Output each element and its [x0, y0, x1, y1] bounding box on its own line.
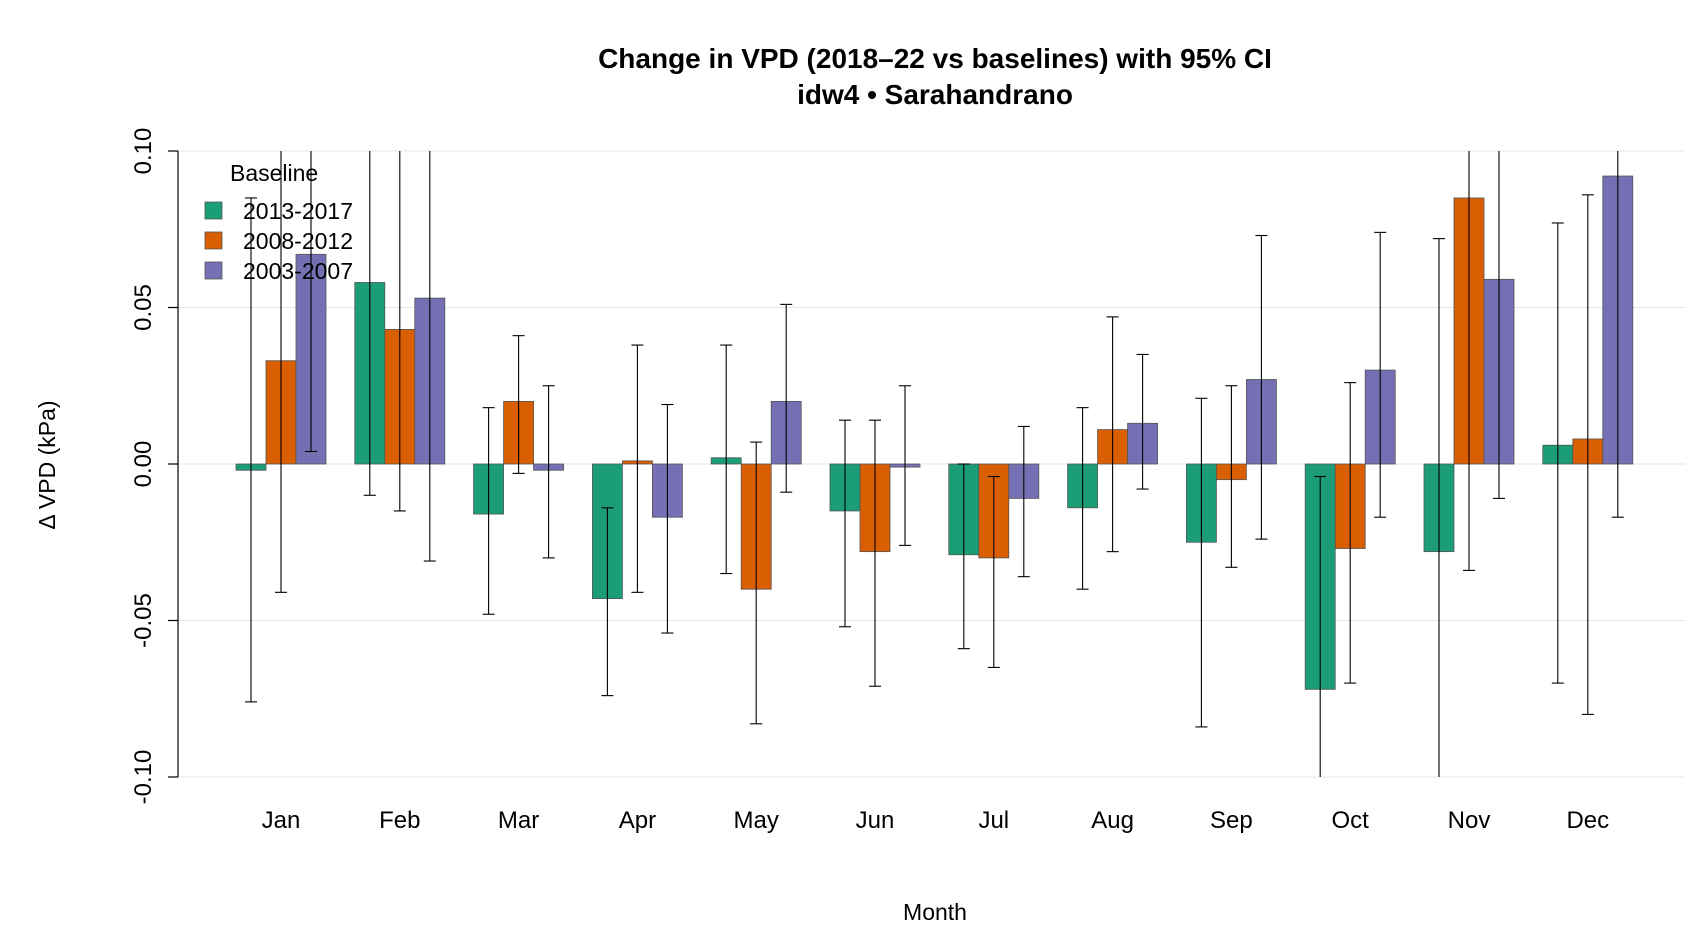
error-bars — [245, 151, 1624, 777]
x-tick-label: Jul — [978, 807, 1009, 834]
legend-swatch — [204, 231, 223, 250]
x-axis-ticks: Jan Feb Mar Apr May Jun Jul Aug Sep Oct Nov Dec — [262, 807, 1609, 834]
x-tick-label: Sep — [1210, 807, 1253, 834]
chart-subtitle: idw4 • Sarahandrano — [797, 79, 1073, 110]
legend: Baseline 2013-2017 2008-2012 2003-2007 — [204, 160, 353, 284]
legend-swatch — [204, 261, 223, 280]
x-tick-label: May — [734, 807, 779, 834]
legend-label: 2008-2012 — [243, 228, 353, 254]
bars — [235, 175, 1634, 690]
x-tick-label: Oct — [1332, 807, 1370, 834]
legend-label: 2013-2017 — [243, 198, 353, 224]
y-tick-label: 0.05 — [130, 284, 157, 331]
x-tick-label: Mar — [498, 807, 539, 834]
x-tick-label: Jun — [856, 807, 895, 834]
x-tick-label: Nov — [1448, 807, 1491, 834]
x-tick-label: Feb — [379, 807, 420, 834]
legend-title: Baseline — [230, 160, 318, 186]
legend-swatch — [204, 201, 223, 220]
y-axis-label: Δ VPD (kPa) — [34, 400, 60, 529]
y-axis: -0.10 -0.05 0.00 0.05 0.10 — [130, 128, 179, 805]
y-tick-label: 0.10 — [130, 128, 157, 175]
chart-title: Change in VPD (2018–22 vs baselines) wit… — [598, 43, 1272, 74]
x-axis-label: Month — [903, 899, 967, 925]
x-tick-label: Apr — [619, 807, 656, 834]
x-tick-label: Dec — [1566, 807, 1609, 834]
y-tick-label: 0.00 — [130, 441, 157, 488]
x-tick-label: Jan — [262, 807, 301, 834]
x-tick-label: Aug — [1091, 807, 1134, 834]
y-tick-label: -0.10 — [130, 750, 157, 805]
legend-label: 2003-2007 — [243, 258, 353, 284]
y-tick-label: -0.05 — [130, 593, 157, 648]
